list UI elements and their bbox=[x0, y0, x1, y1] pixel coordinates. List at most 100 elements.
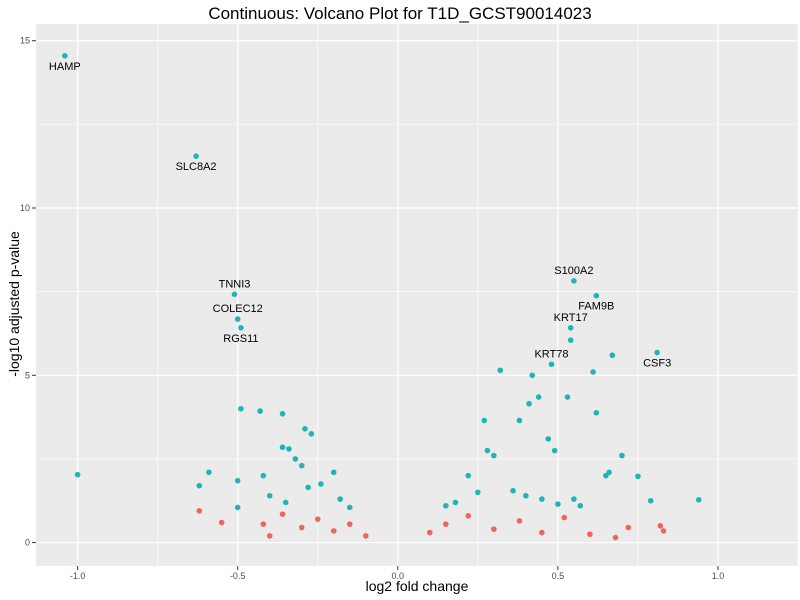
data-point bbox=[302, 426, 308, 432]
data-point bbox=[257, 408, 263, 414]
panel-background bbox=[36, 24, 798, 566]
data-point bbox=[529, 372, 536, 379]
data-point bbox=[551, 447, 558, 454]
x-tick-label: 0.5 bbox=[552, 571, 565, 581]
x-axis-title: log2 fold change bbox=[365, 578, 469, 594]
data-point bbox=[567, 337, 574, 343]
data-point bbox=[526, 400, 532, 407]
data-point bbox=[510, 487, 516, 494]
data-point bbox=[516, 417, 523, 424]
gene-label: S100A2 bbox=[554, 265, 593, 277]
data-point bbox=[452, 499, 459, 506]
data-point bbox=[497, 367, 504, 374]
data-point bbox=[548, 361, 555, 368]
point-labels: HAMPSLC8A2TNNI3COLEC12RGS11S100A2FAM9BKR… bbox=[49, 61, 671, 370]
y-axis-title: -log10 adjusted p-value bbox=[6, 231, 22, 377]
data-point bbox=[193, 153, 199, 159]
data-point bbox=[346, 521, 353, 527]
x-tick-label: 1.0 bbox=[712, 571, 725, 581]
x-tick-label: 0.0 bbox=[392, 571, 405, 581]
y-tick-label: 15 bbox=[20, 36, 30, 46]
data-point bbox=[465, 472, 472, 479]
data-point bbox=[337, 496, 343, 502]
data-point bbox=[279, 511, 286, 517]
data-point bbox=[660, 528, 667, 534]
data-point bbox=[539, 529, 545, 536]
data-point bbox=[196, 507, 203, 514]
data-point bbox=[593, 409, 600, 416]
axes: -1.0 -0.5 0.0 0.5 1.0 0 5 10 15 bbox=[20, 36, 724, 581]
data-point bbox=[266, 533, 273, 539]
data-point bbox=[62, 52, 68, 59]
data-point bbox=[427, 529, 433, 536]
chart-title: Continuous: Volcano Plot for T1D_GCST900… bbox=[208, 4, 592, 23]
data-point bbox=[286, 446, 292, 452]
data-point bbox=[571, 278, 577, 284]
data-point bbox=[234, 316, 241, 322]
data-point bbox=[484, 447, 491, 454]
gene-label: KRT78 bbox=[534, 348, 568, 360]
data-point bbox=[74, 471, 81, 478]
data-point bbox=[577, 502, 584, 509]
y-tick-label: 0 bbox=[25, 538, 30, 548]
data-point bbox=[260, 521, 267, 527]
data-point bbox=[695, 496, 702, 503]
data-point bbox=[314, 516, 321, 522]
data-point bbox=[465, 513, 472, 519]
x-tick-label: -0.5 bbox=[230, 571, 246, 581]
data-point bbox=[305, 484, 311, 491]
data-point bbox=[635, 473, 641, 480]
x-tick-label: -1.0 bbox=[70, 571, 86, 581]
data-point bbox=[362, 533, 369, 539]
data-point bbox=[279, 410, 286, 417]
data-point bbox=[234, 504, 241, 511]
grid-lines bbox=[36, 24, 799, 566]
data-point bbox=[231, 291, 238, 298]
data-point bbox=[654, 349, 660, 356]
data-point bbox=[330, 528, 337, 534]
data-point bbox=[619, 452, 625, 459]
data-point bbox=[218, 519, 225, 526]
plot-panel bbox=[36, 24, 798, 566]
y-tick-label: 10 bbox=[20, 203, 30, 213]
data-point bbox=[491, 452, 497, 459]
data-point bbox=[593, 292, 600, 299]
data-point bbox=[443, 521, 449, 527]
data-point bbox=[567, 324, 574, 331]
data-point bbox=[481, 417, 488, 424]
data-point bbox=[564, 394, 571, 400]
data-point bbox=[539, 496, 545, 502]
data-point bbox=[238, 324, 244, 331]
data-point bbox=[647, 497, 654, 504]
data-point bbox=[603, 472, 609, 479]
data-point bbox=[545, 436, 552, 442]
data-point bbox=[279, 444, 286, 451]
data-point bbox=[535, 394, 542, 400]
y-tick-label: 5 bbox=[25, 370, 30, 380]
data-point bbox=[346, 504, 353, 511]
gene-label: TNNI3 bbox=[219, 278, 251, 290]
data-point bbox=[266, 492, 273, 499]
gene-label: FAM9B bbox=[578, 301, 614, 313]
data-point bbox=[612, 534, 619, 541]
data-point bbox=[206, 469, 212, 476]
data-point bbox=[590, 369, 596, 375]
gene-label: KRT17 bbox=[554, 312, 588, 324]
data-point bbox=[443, 502, 449, 509]
data-point bbox=[523, 492, 529, 499]
gene-label: HAMP bbox=[49, 61, 81, 73]
data-point bbox=[330, 469, 337, 476]
data-point bbox=[475, 489, 481, 496]
gene-label: CSF3 bbox=[643, 358, 671, 370]
data-point bbox=[282, 499, 289, 506]
data-point bbox=[561, 514, 568, 521]
gene-label: COLEC12 bbox=[213, 303, 263, 315]
gene-label: SLC8A2 bbox=[176, 161, 217, 173]
data-points bbox=[62, 52, 702, 541]
data-point bbox=[260, 472, 267, 479]
data-point bbox=[238, 405, 244, 412]
data-point bbox=[292, 456, 299, 462]
data-point bbox=[587, 531, 593, 538]
data-point bbox=[308, 431, 315, 437]
